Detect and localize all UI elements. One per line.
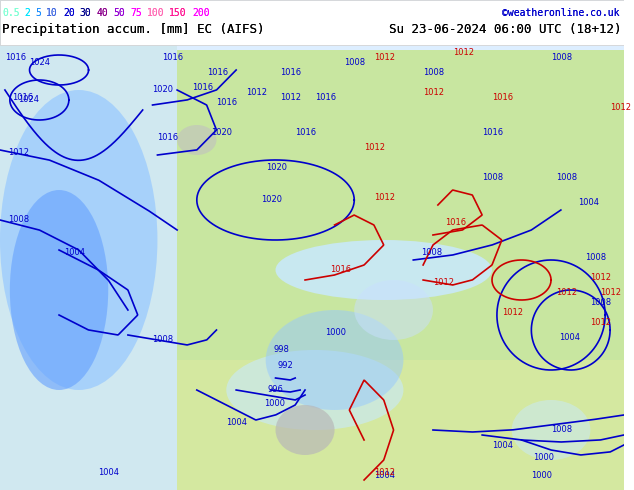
Ellipse shape	[276, 240, 492, 300]
Text: 1016: 1016	[492, 93, 513, 102]
Text: 1016: 1016	[295, 128, 316, 137]
Text: 1016: 1016	[157, 133, 179, 142]
Text: 1008: 1008	[590, 298, 612, 307]
Text: 40: 40	[96, 8, 108, 18]
Text: Precipitation accum. [mm] EC (AIFS): Precipitation accum. [mm] EC (AIFS)	[2, 24, 264, 36]
Text: ©weatheronline.co.uk: ©weatheronline.co.uk	[502, 8, 620, 18]
Text: 1016: 1016	[216, 98, 238, 107]
Text: 10: 10	[46, 8, 58, 18]
Text: 1000: 1000	[264, 399, 285, 408]
Text: 992: 992	[278, 361, 294, 370]
Text: 1008: 1008	[153, 335, 174, 344]
Text: 30: 30	[80, 8, 91, 18]
Text: 1008: 1008	[482, 173, 503, 182]
Text: 50: 50	[113, 8, 125, 18]
Text: 1012: 1012	[374, 53, 395, 62]
Text: 1004: 1004	[559, 333, 580, 342]
Ellipse shape	[177, 125, 216, 155]
Text: 1004: 1004	[64, 248, 85, 257]
Text: 1020: 1020	[153, 85, 174, 94]
Text: 1012: 1012	[8, 148, 29, 157]
Text: 1004: 1004	[492, 441, 513, 450]
Text: 1012: 1012	[600, 288, 621, 297]
Text: 1004: 1004	[226, 418, 247, 427]
Text: 1016: 1016	[12, 93, 33, 102]
Text: 1016: 1016	[280, 68, 302, 77]
Text: 100: 100	[146, 8, 164, 18]
Text: 1008: 1008	[421, 248, 443, 257]
Text: 5: 5	[36, 8, 41, 18]
FancyBboxPatch shape	[0, 0, 624, 45]
Text: 1000: 1000	[533, 453, 554, 462]
Text: 1016: 1016	[162, 53, 183, 62]
FancyBboxPatch shape	[148, 360, 624, 490]
Text: 1012: 1012	[433, 278, 454, 287]
Text: 1012: 1012	[610, 103, 631, 112]
Text: 1020: 1020	[69, 28, 90, 37]
Text: 30: 30	[80, 8, 91, 18]
Text: Su 23-06-2024 06:00 UTC (18+12): Su 23-06-2024 06:00 UTC (18+12)	[389, 24, 622, 36]
Text: 1004: 1004	[374, 471, 395, 480]
Text: 20: 20	[63, 8, 75, 18]
Ellipse shape	[10, 190, 108, 390]
Ellipse shape	[354, 280, 433, 340]
Text: 1000: 1000	[531, 471, 552, 480]
Text: 1024: 1024	[30, 58, 51, 67]
Text: 1016: 1016	[5, 53, 26, 62]
Ellipse shape	[512, 400, 590, 460]
FancyBboxPatch shape	[0, 0, 177, 490]
Text: 1008: 1008	[551, 53, 572, 62]
Text: 50: 50	[113, 8, 125, 18]
Text: 75: 75	[130, 8, 141, 18]
Text: 1012: 1012	[374, 468, 395, 477]
Text: 1008: 1008	[8, 215, 29, 224]
Ellipse shape	[266, 310, 403, 410]
Text: 1008: 1008	[556, 173, 577, 182]
Text: 1008: 1008	[344, 58, 366, 67]
Text: 1012: 1012	[590, 273, 611, 282]
Text: 20: 20	[63, 8, 75, 18]
Text: ©weatheronline.co.uk: ©weatheronline.co.uk	[502, 8, 620, 18]
Ellipse shape	[226, 350, 403, 430]
Text: 1016: 1016	[445, 218, 466, 227]
Text: 200: 200	[192, 8, 209, 18]
Text: 1004: 1004	[579, 198, 600, 207]
Text: 1012: 1012	[556, 288, 577, 297]
Text: 1012: 1012	[590, 318, 611, 327]
Text: 150: 150	[169, 8, 187, 18]
Text: 1012: 1012	[502, 308, 523, 317]
Text: 1016: 1016	[315, 93, 336, 102]
Text: 1016: 1016	[330, 265, 351, 274]
Text: 1004: 1004	[98, 468, 119, 477]
Text: 1016: 1016	[482, 128, 503, 137]
Text: 1024: 1024	[18, 95, 39, 104]
Text: 10: 10	[46, 8, 58, 18]
Text: 1012: 1012	[453, 48, 474, 57]
Text: 998: 998	[273, 345, 290, 354]
Text: 5: 5	[36, 8, 41, 18]
Text: 0.5: 0.5	[2, 8, 20, 18]
Text: 1008: 1008	[551, 425, 572, 434]
Text: Precipitation accum. [mm] EC (AIFS): Precipitation accum. [mm] EC (AIFS)	[2, 24, 264, 36]
Text: 200: 200	[192, 8, 209, 18]
Text: 1012: 1012	[374, 193, 395, 202]
Ellipse shape	[0, 90, 157, 390]
Text: 0.5: 0.5	[2, 8, 20, 18]
Text: 75: 75	[130, 8, 141, 18]
Text: 1012: 1012	[246, 88, 267, 97]
Text: 1020: 1020	[266, 163, 287, 172]
Text: 1012: 1012	[423, 88, 444, 97]
Text: 1020: 1020	[261, 195, 281, 204]
Text: 1008: 1008	[585, 253, 607, 262]
Text: 1012: 1012	[280, 93, 301, 102]
Text: 2: 2	[25, 8, 30, 18]
Text: 1020: 1020	[212, 128, 233, 137]
Text: 40: 40	[96, 8, 108, 18]
Ellipse shape	[276, 405, 335, 455]
Text: 1016: 1016	[192, 83, 213, 92]
Text: 2: 2	[25, 8, 30, 18]
FancyBboxPatch shape	[148, 50, 624, 410]
Text: 100: 100	[146, 8, 164, 18]
Text: 1000: 1000	[325, 328, 346, 337]
